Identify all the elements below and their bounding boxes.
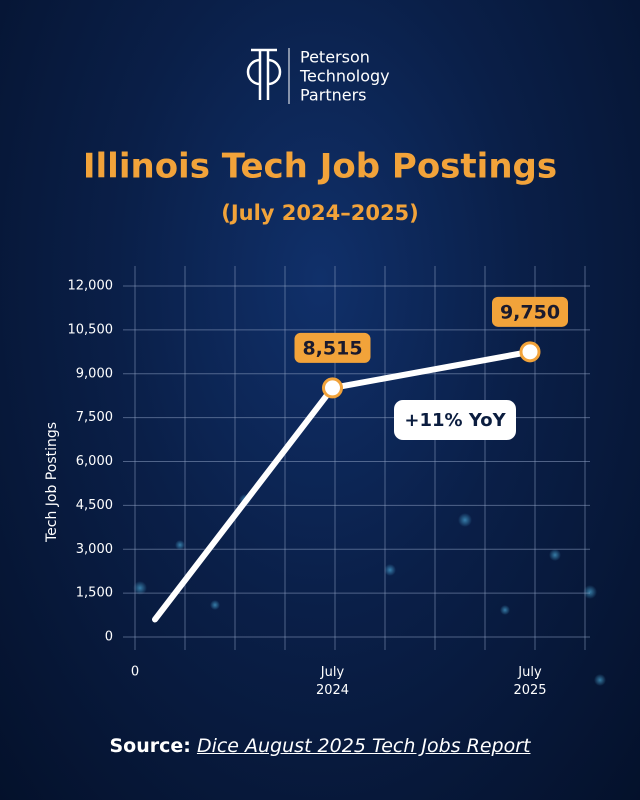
marker (519, 341, 541, 363)
x-tick-label: 0 (131, 665, 139, 680)
logo-text: Peterson (300, 48, 370, 67)
annotation: +11% YoY (404, 410, 506, 431)
y-tick-label: 3,000 (76, 542, 113, 557)
label-box (294, 332, 371, 363)
line (152, 348, 533, 623)
logo-text: Partners (300, 86, 366, 105)
label-box (492, 296, 568, 327)
y-tick-label: 4,500 (76, 498, 113, 513)
source: Source: Dice August 2025 Tech Jobs Repor… (0, 735, 640, 757)
x-tick-label: July 2024 (316, 665, 349, 698)
y-tick-label: 9,000 (76, 366, 113, 381)
chart-title: Illinois Tech Job Postings (83, 147, 557, 187)
x-tick-label: July 2025 (513, 665, 546, 698)
source-lead: Source: (109, 735, 191, 757)
source-link[interactable]: Dice August 2025 Tech Jobs Report (196, 735, 531, 757)
y-tick-label: 7,500 (76, 410, 113, 425)
chart-subtitle: (July 2024–2025) (221, 201, 419, 225)
y-axis-label: Tech Job Postings (44, 422, 60, 543)
logo (246, 48, 290, 104)
annotation-box (394, 400, 516, 440)
data-label: 9,750 (500, 301, 560, 323)
y-tick-label: 10,500 (68, 322, 114, 337)
marker (322, 377, 343, 399)
data-label: 8,515 (302, 337, 362, 359)
y-tick-label: 1,500 (76, 586, 113, 601)
y-tick-label: 6,000 (76, 454, 113, 469)
y-tick-label: 12,000 (68, 279, 114, 294)
y-tick-label: 0 (105, 630, 113, 645)
decor (133, 494, 606, 686)
logo-text: Technology (299, 67, 390, 86)
